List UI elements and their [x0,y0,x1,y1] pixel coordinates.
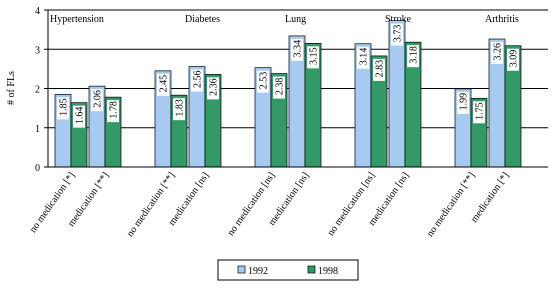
value-label: 1.85 [59,98,70,116]
value-label-bg [491,42,503,65]
y-tick-label: 3 [35,45,40,56]
value-label-bg [57,97,69,120]
value-label: 2.36 [209,78,220,96]
value-label-bg [207,77,219,100]
value-label-bg [257,70,269,93]
value-label: 3.73 [393,25,404,43]
value-label: 2.45 [159,75,170,93]
x-tick-label: no medication [ns] [225,170,277,238]
x-tick-label: no medication [ns] [325,170,377,238]
value-label: 3.34 [293,40,304,58]
value-label: 2.06 [93,90,104,108]
value-label-bg [373,58,385,81]
value-label-bg [107,100,119,123]
value-label: 1.83 [175,99,186,117]
value-label: 2.83 [375,60,386,78]
group-label: Arthritis [485,14,519,25]
value-label: 3.26 [493,43,504,61]
value-label: 1.64 [75,107,86,125]
value-label-bg [391,23,403,46]
group-label: Diabetes [185,14,220,25]
legend-swatch [237,265,246,274]
legend-swatch [307,265,316,274]
value-label-bg [473,101,485,124]
y-tick-label: 0 [35,163,40,174]
group-label: Hypertension [50,14,104,25]
y-tick-label: 4 [35,6,40,17]
value-label: 2.56 [193,71,204,89]
value-label-bg [191,69,203,92]
value-label-bg [173,98,185,121]
x-tick-label: no medication [**] [425,170,478,239]
legend-label: 1998 [318,266,338,277]
value-label: 3.18 [409,46,420,64]
group-label: Stroke [385,14,412,25]
value-label: 1.78 [109,101,120,119]
value-label-bg [291,38,303,61]
value-label-bg [457,91,469,114]
value-label-bg [357,46,369,69]
legend-box [217,259,359,281]
value-label: 1.75 [475,102,486,120]
value-label-bg [507,48,519,71]
value-label-bg [407,45,419,68]
value-label-bg [73,105,85,128]
value-label-bg [307,46,319,69]
x-tick-label: no medication [**] [125,170,178,239]
value-label: 3.09 [509,50,520,68]
value-label-bg [91,89,103,112]
value-label: 3.14 [359,48,370,66]
group-label: Lung [285,14,306,25]
y-tick-label: 1 [35,124,40,135]
value-label: 2.38 [275,78,286,96]
value-label-bg [273,76,285,99]
value-label: 1.99 [459,93,470,111]
y-tick-label: 2 [35,85,40,96]
value-label-bg [157,73,169,96]
legend-label: 1992 [248,266,268,277]
value-label: 3.15 [309,47,320,65]
value-label: 2.53 [259,72,270,90]
y-axis-label: # of FLs [6,71,17,105]
